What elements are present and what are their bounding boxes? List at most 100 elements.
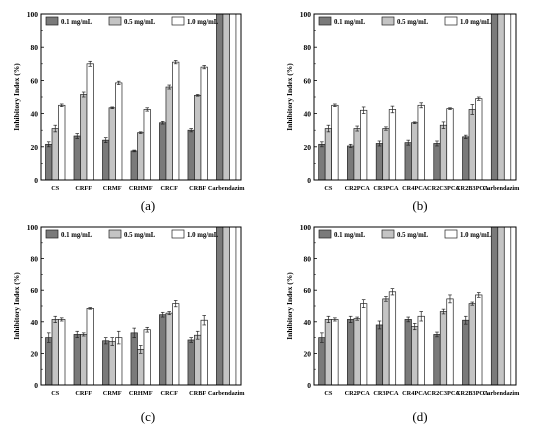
x-category-label: CRCF [160, 185, 178, 192]
bar [187, 129, 195, 181]
bar [51, 128, 59, 181]
panel-label: (d) [412, 409, 427, 424]
bar [475, 98, 483, 181]
y-tick-label: 0 [34, 176, 38, 185]
bar [468, 109, 476, 181]
bar [404, 142, 412, 181]
legend-swatch [381, 229, 395, 239]
y-tick-label: 60 [304, 76, 312, 85]
bar [58, 104, 66, 181]
bar [172, 303, 180, 386]
bar [80, 94, 88, 181]
legend-swatch [108, 16, 122, 26]
bar [194, 334, 202, 386]
bar [417, 315, 425, 386]
legend-label: 0.1 mg/mL [61, 232, 93, 239]
x-category-label: CS [324, 185, 333, 192]
chart-panel: 0 20 40 60 80 100 Inhibitory Index (%) CS CRFF CR… [12, 223, 245, 424]
y-tick-label: 40 [304, 110, 312, 119]
bar [417, 104, 425, 181]
x-category-label: Carbendazim [483, 390, 520, 397]
x-category-label: CRHMF [129, 390, 153, 397]
y-axis-label: Inhibitory Index (%) [285, 272, 294, 340]
x-category-label: CS [324, 390, 333, 397]
bar [216, 226, 224, 386]
bar [503, 13, 512, 181]
bar [360, 109, 368, 181]
bar [490, 13, 499, 181]
y-tick-label: 80 [304, 255, 312, 264]
bar [80, 334, 88, 386]
bar [86, 308, 94, 386]
bar [137, 132, 145, 181]
bar [73, 334, 81, 386]
panel-label: (b) [412, 198, 427, 213]
legend-swatch [444, 16, 458, 26]
legend-swatch [45, 229, 59, 239]
chart-panel: 0 20 40 60 80 100 Inhibitory Index (%) CS CRFF CR… [12, 10, 245, 213]
x-category-label: Carbendazim [208, 185, 245, 192]
bar [468, 303, 476, 386]
x-category-label: CRFF [75, 390, 92, 397]
bar [130, 332, 138, 386]
legend-label: 1.0 mg/mL [187, 232, 219, 239]
x-category-label: CR2PCA [345, 390, 371, 397]
legend-swatch [381, 16, 395, 26]
y-axis-label: Inhibitory Index (%) [12, 63, 21, 131]
y-tick-label: 80 [304, 43, 312, 52]
y-axis-label: Inhibitory Index (%) [285, 63, 294, 131]
chart-panel: 0 20 40 60 80 100 Inhibitory Index (%) CS CR2PCA… [285, 10, 520, 213]
bar [375, 143, 384, 181]
bar [433, 334, 441, 386]
y-tick-label: 40 [304, 318, 312, 327]
bar [446, 108, 454, 181]
bar [45, 143, 53, 181]
bar [388, 109, 397, 181]
bar [200, 66, 208, 181]
legend-label: 1.0 mg/mL [460, 19, 492, 26]
y-tick-label: 40 [31, 318, 39, 327]
x-category-label: CRBF [189, 185, 206, 192]
x-category-label: CRCF [160, 390, 178, 397]
bar [331, 104, 339, 181]
y-tick-label: 0 [34, 381, 38, 390]
panel-label: (a) [141, 198, 155, 213]
y-tick-label: 40 [31, 110, 39, 119]
bar [73, 135, 81, 181]
y-tick-label: 20 [31, 143, 39, 152]
panel-label: (c) [141, 409, 155, 424]
x-category-label: CRFF [75, 185, 92, 192]
bar [200, 319, 208, 386]
y-tick-label: 100 [27, 223, 39, 232]
y-tick-label: 80 [31, 43, 39, 52]
bar [353, 318, 361, 386]
legend-swatch [171, 16, 185, 26]
bar [324, 319, 332, 386]
bar [331, 319, 339, 386]
legend-swatch [45, 16, 59, 26]
bar [115, 337, 123, 386]
bar [388, 291, 397, 386]
bar [229, 226, 237, 386]
x-category-label: CS [51, 185, 60, 192]
x-category-label: Carbendazim [483, 185, 520, 192]
y-tick-label: 60 [31, 286, 39, 295]
bar [194, 94, 202, 181]
bar [439, 124, 448, 181]
x-category-label: CR2PCA [345, 185, 371, 192]
legend-swatch [171, 229, 185, 239]
y-tick-label: 80 [31, 255, 39, 264]
x-category-label: CR2C3PCA [427, 390, 460, 397]
legend-label: 0.5 mg/mL [124, 19, 156, 26]
legend-swatch [318, 229, 332, 239]
bar [143, 329, 151, 386]
legend-swatch [108, 229, 122, 239]
bar [462, 136, 470, 181]
bar [108, 107, 116, 181]
bar [187, 339, 195, 386]
bar [222, 226, 230, 386]
bar [404, 319, 412, 386]
x-category-label: CRMF [103, 185, 122, 192]
y-tick-label: 20 [304, 143, 312, 152]
